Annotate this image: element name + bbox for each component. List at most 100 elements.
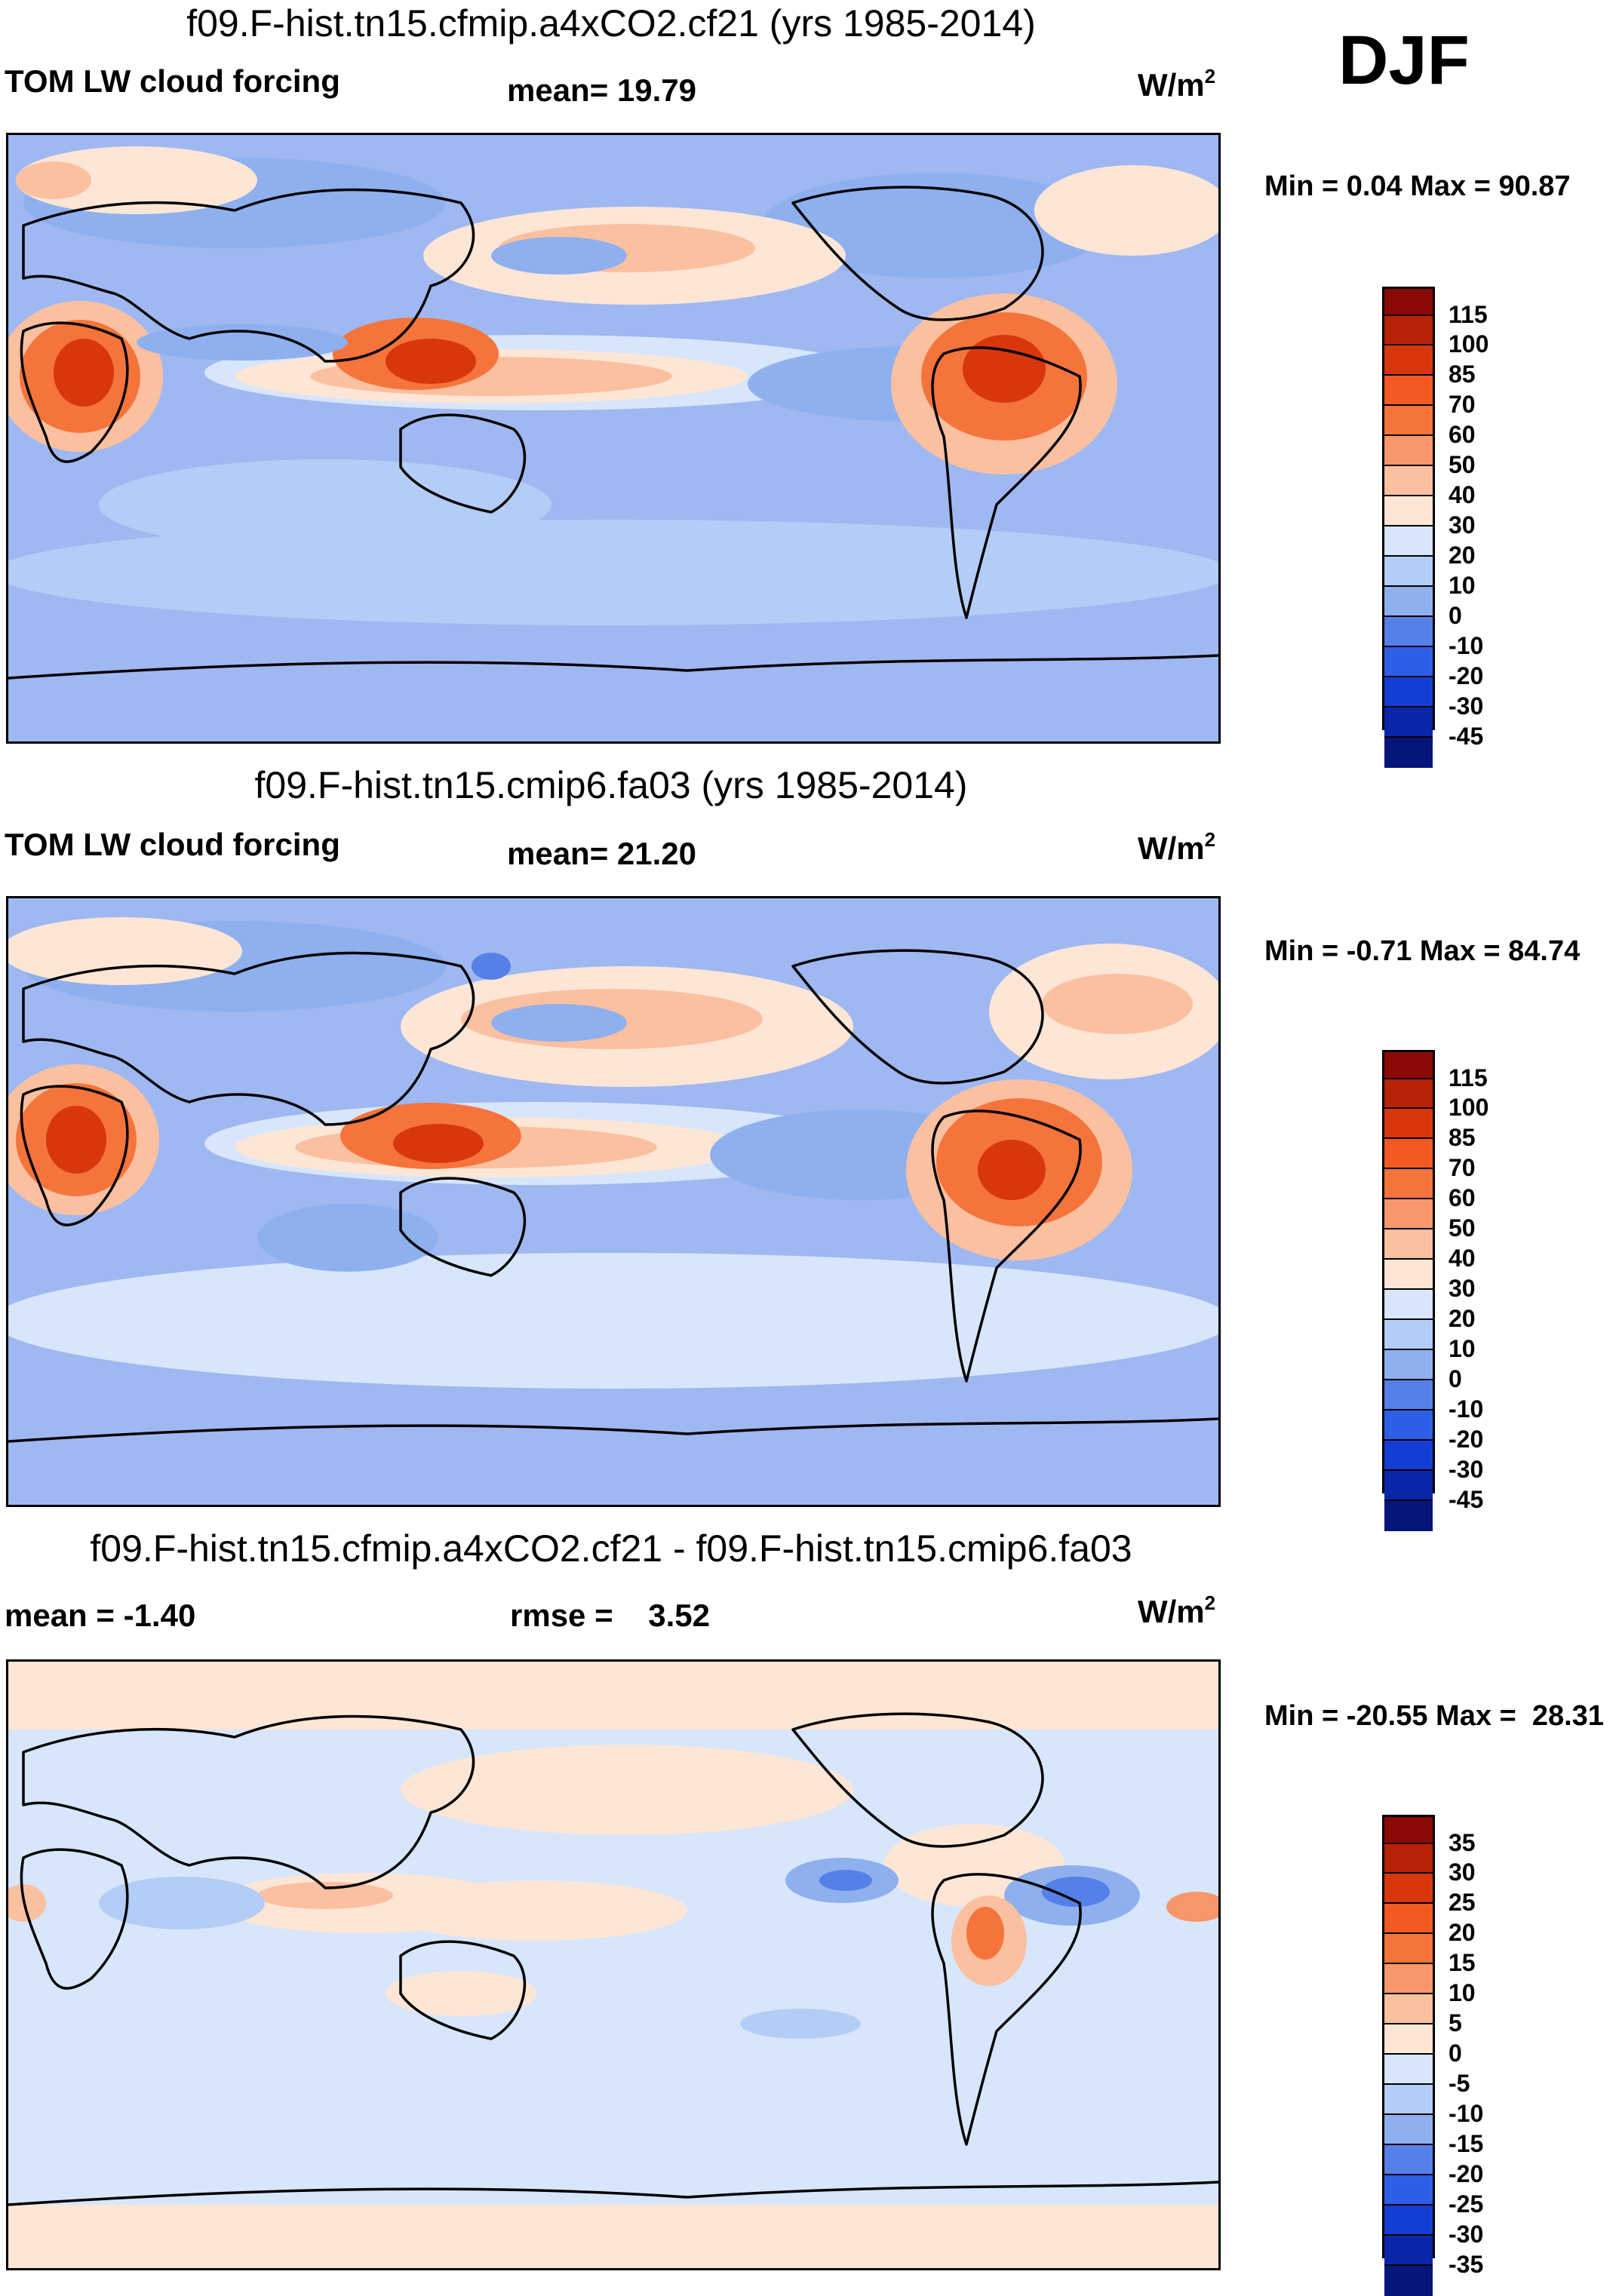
colorbar-3-box: [1384, 1844, 1433, 1874]
panel-1-map: [6, 133, 1221, 744]
colorbar-3-box: [1384, 1964, 1433, 1994]
panel-1-colorbar: [1382, 287, 1435, 768]
colorbar-3-box: [1384, 2024, 1433, 2055]
colorbar-tick-label: -30: [1449, 2221, 1484, 2248]
colorbar-1-box: [1384, 466, 1433, 496]
panel-2-mean-label: mean= 21.20: [507, 836, 697, 871]
colorbar-tick-label: -15: [1449, 2130, 1484, 2157]
colorbar-2-box: [1384, 1350, 1433, 1380]
colorbar-tick-label: -25: [1449, 2190, 1484, 2218]
panel-1-units: W/m2: [1138, 65, 1216, 103]
colorbar-tick-label: 100: [1449, 330, 1489, 358]
colorbar-tick-label: 10: [1449, 572, 1476, 599]
colorbar-3-box: [1384, 1817, 1433, 1844]
colorbar-3-box: [1384, 1904, 1433, 1934]
colorbar-tick-label: 35: [1449, 1829, 1476, 1856]
colorbar-tick-label: 20: [1449, 1305, 1476, 1332]
colorbar-1-box: [1384, 406, 1433, 436]
colorbar-tick-label: 5: [1449, 2009, 1462, 2037]
colorbar-2-box: [1384, 1471, 1433, 1501]
colorbar-3-box: [1384, 1994, 1433, 2024]
colorbar-tick-label: 30: [1449, 511, 1476, 539]
colorbar-tick-label: 115: [1449, 1064, 1488, 1091]
colorbar-1-box: [1384, 496, 1433, 526]
colorbar-tick-label: 10: [1449, 1335, 1476, 1362]
colorbar-2-box: [1384, 1380, 1433, 1410]
panel-3-minmax: Min = -20.55 Max = 28.31: [1264, 1700, 1604, 1732]
colorbar-3-box: [1384, 2145, 1433, 2175]
colorbar-2-box: [1384, 1290, 1433, 1320]
colorbar-tick-label: 60: [1449, 1184, 1476, 1211]
colorbar-1-box: [1384, 345, 1433, 376]
panel-1-mean-label: mean= 19.79: [507, 72, 697, 108]
colorbar-1-box: [1384, 587, 1433, 617]
panel-3-mean-label: mean = -1.40: [5, 1598, 196, 1633]
colorbar-tick-label: -30: [1449, 692, 1484, 720]
colorbar-2-box: [1384, 1139, 1433, 1169]
panel-2-variable-label: TOM LW cloud forcing: [5, 827, 340, 862]
colorbar-tick-label: -5: [1449, 2070, 1470, 2097]
colorbar-tick-label: 70: [1449, 391, 1476, 418]
colorbar-tick-label: 115: [1449, 301, 1488, 328]
colorbar-1-box: [1384, 708, 1433, 738]
colorbar-3-box: [1384, 1934, 1433, 1964]
panel-2-colorbar: [1382, 1050, 1435, 1531]
colorbar-tick-label: 0: [1449, 1365, 1462, 1392]
panel-2-minmax: Min = -0.71 Max = 84.74: [1264, 935, 1581, 967]
colorbar-1-box: [1384, 557, 1433, 587]
colorbar-3-box: [1384, 2266, 1433, 2296]
colorbar-tick-label: 40: [1449, 481, 1476, 508]
colorbar-tick-label: -35: [1449, 2251, 1484, 2278]
colorbar-3-box: [1384, 2236, 1433, 2266]
colorbar-tick-label: 30: [1449, 1859, 1476, 1886]
colorbar-1-box: [1384, 376, 1433, 406]
colorbar-tick-label: 40: [1449, 1245, 1476, 1272]
colorbar-3-box: [1384, 2205, 1433, 2236]
colorbar-tick-label: 0: [1449, 2040, 1462, 2067]
colorbar-1-box: [1384, 316, 1433, 345]
panel-1-minmax: Min = 0.04 Max = 90.87: [1264, 170, 1571, 202]
colorbar-tick-label: -30: [1449, 1456, 1484, 1483]
colorbar-tick-label: 30: [1449, 1275, 1476, 1302]
colorbar-2-box: [1384, 1079, 1433, 1109]
colorbar-tick-label: 60: [1449, 421, 1476, 448]
colorbar-tick-label: 0: [1449, 602, 1462, 629]
panel-1-map-svg: [8, 135, 1218, 741]
colorbar-tick-label: 15: [1449, 1949, 1476, 1976]
colorbar-tick-label: -10: [1449, 632, 1484, 659]
colorbar-1-box: [1384, 677, 1433, 708]
panel-1-title: f09.F-hist.tn15.cfmip.a4xCO2.cf21 (yrs 1…: [186, 2, 1036, 45]
colorbar-tick-label: 50: [1449, 1214, 1476, 1242]
panel-2-title: f09.F-hist.tn15.cmip6.fa03 (yrs 1985-201…: [254, 764, 968, 806]
colorbar-2-box: [1384, 1410, 1433, 1441]
colorbar-tick-label: 100: [1449, 1094, 1489, 1121]
colorbar-tick-label: 10: [1449, 1979, 1476, 2006]
colorbar-tick-label: -45: [1449, 723, 1484, 750]
panel-1-variable-label: TOM LW cloud forcing: [5, 63, 340, 99]
colorbar-3-box: [1384, 2055, 1433, 2085]
colorbar-tick-label: -10: [1449, 1395, 1484, 1423]
colorbar-tick-label: -45: [1449, 1486, 1484, 1513]
colorbar-3-box: [1384, 2115, 1433, 2145]
colorbar-tick-label: 20: [1449, 1919, 1476, 1946]
colorbar-tick-label: 50: [1449, 451, 1476, 478]
season-label: DJF: [1338, 22, 1470, 99]
colorbar-tick-label: -20: [1449, 662, 1484, 689]
colorbar-1-box: [1384, 647, 1433, 677]
colorbar-3-box: [1384, 2085, 1433, 2115]
panel-2-units: W/m2: [1138, 828, 1216, 866]
panel-3-rmse-label: rmse = 3.52: [510, 1598, 711, 1633]
colorbar-2-box: [1384, 1229, 1433, 1260]
colorbar-1-box: [1384, 289, 1433, 316]
colorbar-tick-label: 70: [1449, 1154, 1476, 1181]
colorbar-2-box: [1384, 1501, 1433, 1531]
colorbar-tick-label: -20: [1449, 1426, 1484, 1453]
colorbar-3-box: [1384, 2175, 1433, 2205]
colorbar-tick-label: -20: [1449, 2160, 1484, 2187]
colorbar-1-box: [1384, 526, 1433, 557]
colorbar-1-box: [1384, 436, 1433, 466]
colorbar-2-box: [1384, 1052, 1433, 1079]
colorbar-tick-label: 85: [1449, 361, 1476, 388]
colorbar-tick-label: 25: [1449, 1889, 1476, 1916]
panel-3-colorbar: [1382, 1815, 1435, 2296]
